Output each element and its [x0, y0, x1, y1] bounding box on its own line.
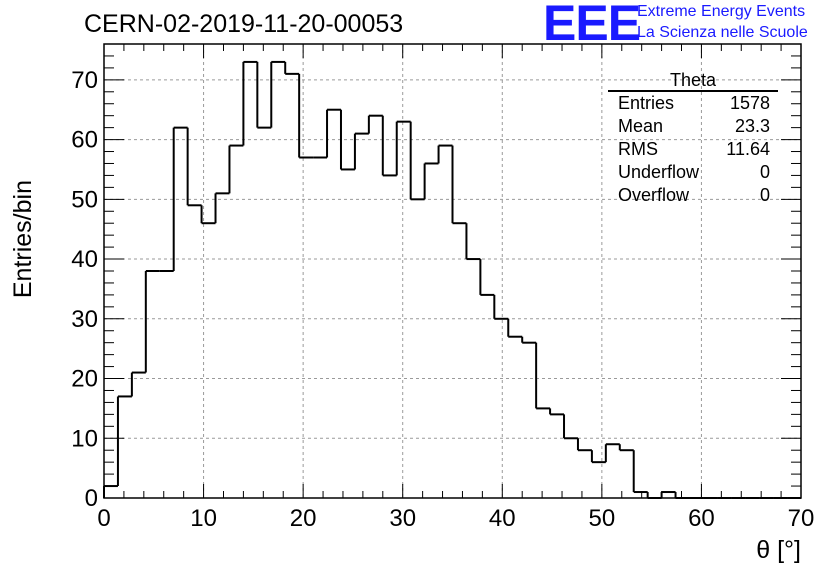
- stats-row-underflow: Underflow 0: [608, 161, 778, 184]
- stats-label: RMS: [618, 139, 658, 159]
- y-tick-label: 40: [71, 246, 98, 273]
- stats-label: Underflow: [618, 162, 700, 182]
- x-tick-label: 0: [97, 505, 110, 532]
- stats-row-entries: Entries 1578: [608, 92, 778, 115]
- x-tick-label: 30: [389, 505, 416, 532]
- stats-value: 0: [759, 162, 770, 182]
- x-axis-label: θ [°]: [756, 536, 801, 564]
- x-tick-label: 70: [788, 505, 815, 532]
- stats-label: Overflow: [618, 185, 690, 205]
- stats-value: 0: [759, 185, 770, 205]
- x-tick-label: 40: [489, 505, 516, 532]
- logo-tagline-1: Extreme Energy Events: [637, 3, 806, 20]
- y-tick-label: 50: [71, 186, 98, 213]
- run-title: CERN-02-2019-11-20-00053: [84, 10, 404, 38]
- stats-label: Entries: [618, 93, 675, 113]
- y-tick-label: 70: [71, 67, 98, 94]
- x-tick-label: 60: [688, 505, 715, 532]
- stats-row-overflow: Overflow 0: [608, 184, 778, 207]
- x-tick-label: 50: [589, 505, 616, 532]
- y-tick-label: 10: [71, 425, 98, 452]
- y-tick-label: 0: [85, 485, 98, 512]
- eee-logo-mark: EEE: [543, 0, 641, 51]
- y-axis-ticks: 0 10 20 30 40 50 60 70: [71, 43, 801, 512]
- stats-row-mean: Mean 23.3: [608, 115, 778, 138]
- histogram-series: [103, 60, 801, 499]
- logo-tagline-2: La Scienza nelle Scuole: [637, 24, 808, 41]
- eee-logo: EEE Extreme Energy Events La Scienza nel…: [543, 0, 833, 51]
- x-tick-label: 20: [290, 505, 317, 532]
- stats-value: 23.3: [734, 116, 770, 136]
- y-tick-label: 60: [71, 127, 98, 154]
- stats-value: 1578: [729, 93, 770, 113]
- stats-label: Mean: [618, 116, 664, 136]
- stats-row-rms: RMS 11.64: [608, 138, 778, 161]
- stats-value: 11.64: [726, 139, 770, 159]
- stats-title: Theta: [608, 70, 778, 92]
- y-tick-label: 30: [71, 306, 98, 333]
- x-tick-label: 10: [190, 505, 217, 532]
- y-tick-label: 20: [71, 366, 98, 393]
- y-axis-label: Entries/bin: [9, 180, 37, 298]
- x-axis-ticks: 0 10 20 30 40 50 60 70: [97, 44, 814, 532]
- stats-box: Theta Entries 1578 Mean 23.3 RMS 11.64 U…: [608, 70, 778, 207]
